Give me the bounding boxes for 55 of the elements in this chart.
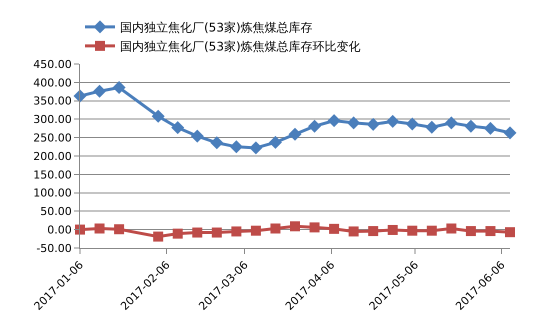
y-tick-label: 350.00: [33, 94, 72, 108]
point: [329, 224, 340, 234]
point: [114, 224, 124, 234]
point: [444, 116, 458, 130]
point: [93, 84, 106, 98]
point: [504, 126, 516, 140]
point: [268, 136, 282, 149]
legend-label: 国内独立焦化厂(53家)炼焦煤总库存: [120, 20, 313, 34]
point: [310, 222, 320, 232]
point: [388, 224, 398, 235]
point: [112, 81, 126, 94]
point: [426, 226, 437, 236]
point: [212, 228, 222, 238]
point: [210, 136, 224, 150]
point: [484, 122, 497, 135]
legend-label: 国内独立焦化厂(53家)炼焦煤总库存环比变化: [120, 40, 361, 54]
point: [368, 226, 378, 236]
point: [152, 110, 165, 123]
point: [366, 118, 380, 131]
point: [505, 227, 515, 238]
point: [347, 116, 360, 130]
y-tick-label: 250.00: [33, 131, 72, 144]
point: [464, 120, 478, 133]
point: [308, 120, 322, 133]
point: [231, 226, 242, 236]
y-tick-label: 50.00: [40, 205, 72, 218]
point: [153, 232, 164, 242]
point: [407, 226, 418, 236]
point: [425, 120, 438, 134]
point: [270, 224, 280, 234]
y-tick-label: 300.00: [33, 113, 72, 126]
point: [288, 128, 302, 141]
point: [172, 228, 183, 239]
y-tick-label: 200.00: [33, 150, 72, 163]
point: [192, 228, 202, 238]
point: [171, 121, 184, 134]
point: [446, 224, 456, 234]
y-tick-label: 450.00: [33, 58, 72, 71]
point: [94, 224, 105, 234]
point: [190, 130, 204, 143]
y-tick-label: 100.00: [33, 186, 72, 200]
point: [466, 226, 476, 236]
point: [230, 140, 243, 154]
point: [250, 226, 261, 236]
point: [406, 117, 419, 130]
y-tick-label: 150.00: [33, 168, 72, 182]
y-tick-label: 400.00: [33, 76, 72, 90]
point: [249, 141, 262, 154]
point: [485, 226, 496, 236]
point: [386, 114, 400, 128]
y-tick-label: -50.00: [36, 242, 72, 255]
y-tick-label: 0.00: [47, 223, 72, 236]
point: [290, 221, 300, 232]
point: [328, 114, 341, 128]
point: [348, 226, 359, 236]
